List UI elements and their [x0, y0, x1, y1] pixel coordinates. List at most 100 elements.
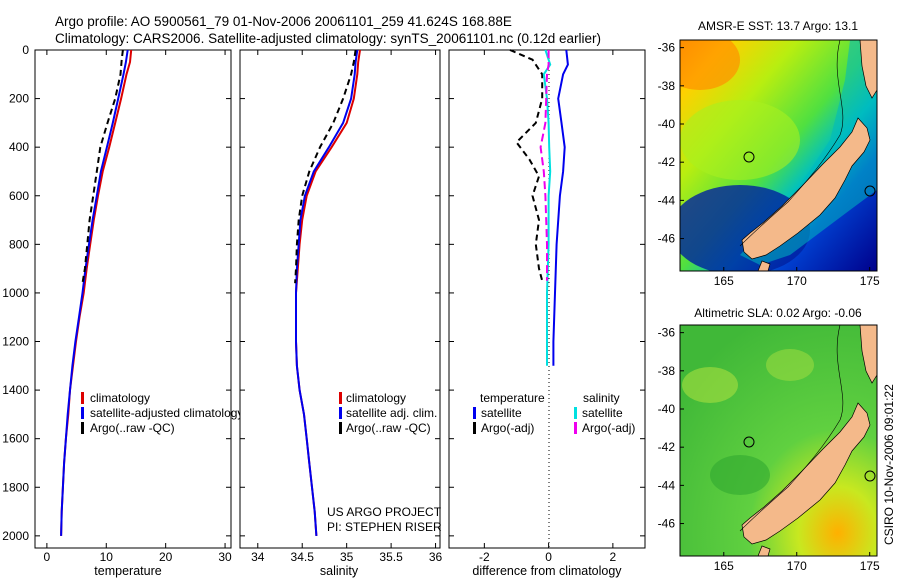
- temperature-x-label: temperature: [94, 564, 161, 578]
- series-line: [295, 49, 359, 536]
- y-tick-label: 1600: [2, 432, 29, 446]
- nearby-float-marker: [864, 185, 876, 197]
- y-tick-label: -44: [658, 478, 676, 492]
- sla-light-patch-1: [682, 367, 738, 403]
- salinity-axes-box: [239, 49, 441, 549]
- x-tick-label: 165: [714, 274, 734, 288]
- x-tick-label: 35.5: [379, 550, 403, 564]
- y-tick-label: 200: [9, 92, 29, 106]
- title-line-2: Climatology: CARS2006. Satellite-adjuste…: [55, 31, 601, 46]
- difference-x-ticks: -2 0 2: [479, 50, 617, 564]
- sla-map-title: Altimetric SLA: 0.02 Argo: -0.06: [694, 306, 862, 320]
- sst-map-plot: [680, 40, 877, 271]
- series-line: [542, 49, 552, 366]
- pi-annotation: PI: STEPHEN RISER: [327, 520, 442, 534]
- series-line: [60, 49, 129, 536]
- series-line: [294, 49, 357, 284]
- legend-label-argo: Argo(..raw -QC): [346, 421, 431, 435]
- legend-swatch-sal-argo: [574, 422, 577, 434]
- y-tick-label: -46: [658, 232, 676, 246]
- sst-warm-patch: [680, 40, 740, 90]
- legend-title-temperature: temperature: [480, 391, 545, 405]
- x-tick-label: 175: [860, 274, 880, 288]
- salinity-lines: [294, 49, 361, 536]
- salinity-x-ticks: 34 34.5 35 35.5 36: [251, 50, 443, 564]
- legend-label-satellite-adj: satellite adj. clim.: [346, 406, 437, 420]
- x-tick-label: 165: [714, 559, 734, 573]
- x-tick-label: 2: [610, 550, 617, 564]
- legend-swatch-climatology: [81, 392, 84, 404]
- y-tick-label: -40: [658, 402, 676, 416]
- x-tick-label: 20: [159, 550, 173, 564]
- salinity-x-label: salinity: [320, 564, 359, 578]
- difference-lines: [509, 49, 569, 366]
- sst-map-frame: [679, 39, 878, 272]
- temperature-panel: 0 200 400 600 800 1000 1200 1400 1600 1800 2000 0 1…: [2, 43, 243, 578]
- difference-panel: -2 0 2 difference from climatology tempera…: [448, 49, 646, 578]
- y-tick-label: 2000: [2, 529, 29, 543]
- credit-label: CSIRO 10-Nov-2006 09:01:22: [882, 384, 896, 545]
- series-line: [509, 49, 544, 282]
- y-tick-label: 1800: [2, 480, 29, 494]
- x-tick-label: 170: [787, 274, 807, 288]
- sst-isobath: [739, 40, 844, 247]
- x-tick-label: 0: [545, 550, 552, 564]
- series-line: [552, 49, 569, 366]
- sst-map-ticks: 165 170 175 -36 -38 -40 -42 -44 -46: [658, 41, 880, 288]
- legend-swatch-argo: [339, 422, 342, 434]
- sla-map-frame: [679, 324, 878, 557]
- x-tick-label: 36: [429, 550, 443, 564]
- legend-label-satellite-adjusted: satellite-adjusted climatology: [90, 406, 243, 420]
- temperature-y-ticks: 0 200 400 600 800 1000 1200 1400 1600 1800 2000: [2, 43, 231, 543]
- x-tick-label: 0: [44, 550, 51, 564]
- legend-swatch-satellite-adjusted: [81, 407, 84, 419]
- temperature-lines: [60, 49, 133, 536]
- sst-mid-patch: [680, 100, 800, 180]
- y-tick-label: -40: [658, 117, 676, 131]
- project-annotation: US ARGO PROJECT: [327, 505, 442, 519]
- stewart-island-land: [757, 545, 771, 556]
- y-tick-label: -46: [658, 517, 676, 531]
- legend-label-climatology: climatology: [346, 391, 406, 405]
- temperature-axes-box: [34, 49, 232, 549]
- salinity-y-ticks: [240, 49, 440, 537]
- x-tick-label: 34: [251, 550, 265, 564]
- nearby-float-marker: [864, 470, 876, 482]
- salinity-legend: climatology satellite adj. clim. Argo(..…: [339, 391, 437, 435]
- stewart-island-land: [757, 260, 771, 271]
- y-tick-label: 600: [9, 189, 29, 203]
- series-line: [539, 50, 550, 281]
- float-marker: [743, 151, 755, 163]
- sst-map-panel: AMSR-E SST: 13.7 Argo: 13.1 165 170 175 -36…: [658, 19, 880, 288]
- x-tick-label: -2: [479, 550, 490, 564]
- legend-swatch-satellite-adj: [339, 407, 342, 419]
- sst-map-title: AMSR-E SST: 13.7 Argo: 13.1: [698, 19, 858, 33]
- legend-swatch-climatology: [339, 392, 342, 404]
- y-tick-label: 800: [9, 237, 29, 251]
- legend-label-climatology: climatology: [90, 391, 150, 405]
- y-tick-label: 1200: [2, 335, 29, 349]
- sla-dark-patch: [710, 455, 770, 495]
- legend-title-salinity: salinity: [583, 391, 620, 405]
- difference-y-ticks: [449, 49, 645, 537]
- north-island-land: [859, 40, 877, 99]
- difference-legend: temperature salinity satellite Argo(-adj…: [473, 391, 635, 435]
- sst-coastal-band: [740, 40, 877, 265]
- series-line: [81, 49, 124, 284]
- x-tick-label: 34.5: [291, 550, 315, 564]
- x-tick-label: 170: [787, 559, 807, 573]
- south-island-land: [741, 117, 871, 260]
- title-line-1: Argo profile: AO 5900561_79 01-Nov-2006 …: [55, 14, 512, 29]
- sla-isobath: [739, 325, 844, 532]
- x-tick-label: 175: [860, 559, 880, 573]
- y-tick-label: 400: [9, 140, 29, 154]
- y-tick-label: -38: [658, 364, 676, 378]
- y-tick-label: -36: [658, 326, 676, 340]
- y-tick-label: -44: [658, 193, 676, 207]
- legend-label-sal-satellite: satellite: [582, 406, 623, 420]
- y-tick-label: -42: [658, 155, 676, 169]
- y-tick-label: -38: [658, 79, 676, 93]
- south-island-land: [741, 402, 871, 545]
- legend-swatch-argo: [81, 422, 84, 434]
- salinity-panel: 34 34.5 35 35.5 36 salinity climatology sate…: [239, 49, 443, 578]
